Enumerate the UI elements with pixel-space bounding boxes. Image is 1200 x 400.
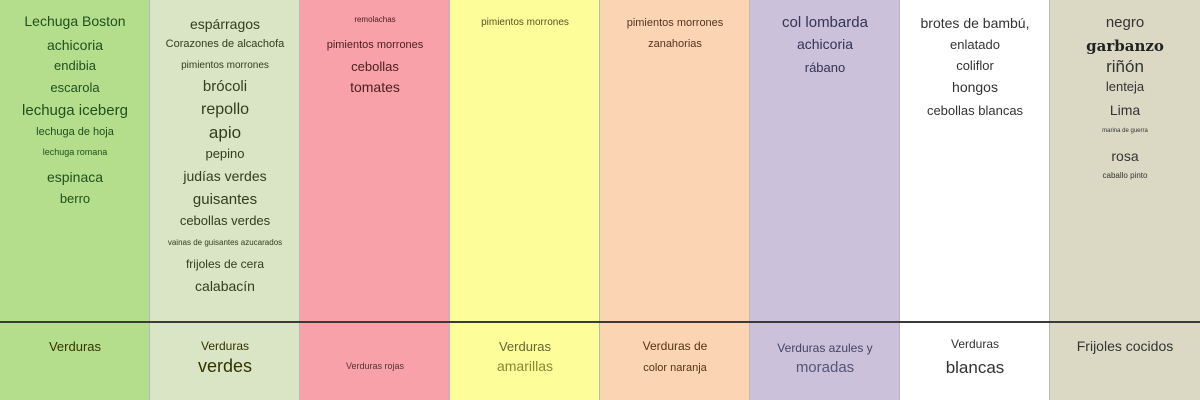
list-item: brócoli bbox=[202, 77, 248, 95]
list-item: frijoles de cera bbox=[185, 257, 265, 271]
column-yellow: pimientos morrones Verduras amarillas bbox=[450, 0, 600, 400]
column-greens-light: Lechuga Boston achicoria endibia escarola le… bbox=[0, 0, 150, 400]
list-item: espinaca bbox=[46, 169, 104, 185]
category-label: Verduras rojas bbox=[300, 323, 450, 400]
list-item: achicoria bbox=[796, 36, 854, 52]
column-orange: pimientos morrones zanahorias Verduras de c… bbox=[600, 0, 750, 400]
list-item: guisantes bbox=[192, 190, 258, 208]
list-item: pepino bbox=[205, 145, 245, 161]
category-label-line: Verduras azules y bbox=[777, 341, 873, 355]
list-item: vainas de guisantes azucarados bbox=[167, 238, 283, 247]
list-item: col lombarda bbox=[782, 13, 868, 31]
list-item: rábano bbox=[804, 59, 846, 75]
category-label-line: Verduras bbox=[950, 337, 1000, 351]
list-item: enlatado bbox=[950, 36, 1000, 52]
item-list: pimientos morrones bbox=[450, 0, 600, 322]
column-red: remolachas pimientos morrones cebollas toma… bbox=[300, 0, 450, 400]
list-item: tomates bbox=[350, 79, 400, 95]
divider bbox=[600, 321, 750, 323]
list-item: zanahorias bbox=[648, 37, 702, 50]
list-item: pimientos morrones bbox=[181, 60, 269, 71]
divider bbox=[300, 321, 450, 323]
list-item: lechuga de hoja bbox=[36, 125, 114, 138]
list-item: achicoria bbox=[46, 37, 104, 53]
column-beans: negro garbanzo riñón lenteja Lima marina de g… bbox=[1050, 0, 1200, 400]
category-label-line: blancas bbox=[945, 357, 1005, 377]
column-white: brotes de bambú, enlatado coliflor hongos ce… bbox=[900, 0, 1050, 400]
list-item: espárragos bbox=[189, 16, 261, 32]
category-label-line: verdes bbox=[197, 356, 253, 376]
list-item: lechuga romana bbox=[42, 146, 108, 157]
list-item: endibia bbox=[54, 57, 96, 73]
list-item: caballo pinto bbox=[1102, 171, 1148, 180]
category-label-line: Verduras bbox=[498, 338, 552, 354]
list-item: pimientos morrones bbox=[326, 38, 424, 51]
divider bbox=[900, 321, 1050, 323]
category-label: Frijoles cocidos bbox=[1050, 323, 1200, 400]
list-item: pimientos morrones bbox=[481, 17, 569, 28]
category-label: Verduras bbox=[0, 323, 150, 400]
category-label-line: color naranja bbox=[643, 361, 707, 374]
list-item: Lima bbox=[1109, 102, 1141, 118]
list-item: calabacín bbox=[195, 278, 255, 294]
list-item: brotes de bambú, bbox=[920, 15, 1030, 31]
list-item: negro bbox=[1105, 13, 1145, 31]
list-item: cebollas bbox=[351, 58, 399, 74]
category-label-line: moradas bbox=[795, 358, 855, 376]
divider bbox=[450, 321, 600, 323]
list-item: garbanzo bbox=[1086, 36, 1164, 55]
list-item: lechuga iceberg bbox=[22, 101, 128, 119]
list-item: pimientos morrones bbox=[626, 16, 724, 29]
category-label-line: Verduras de bbox=[642, 339, 708, 353]
list-item: coliflor bbox=[956, 57, 994, 73]
category-label: Verduras de color naranja bbox=[600, 323, 750, 400]
list-item: escarola bbox=[50, 79, 100, 95]
item-list: negro garbanzo riñón lenteja Lima marina de g… bbox=[1050, 0, 1200, 322]
list-item: hongos bbox=[952, 79, 998, 95]
divider bbox=[150, 321, 300, 323]
category-label-line: Verduras bbox=[200, 339, 250, 353]
item-list: espárragos Corazones de alcachofa pimiento… bbox=[150, 0, 300, 322]
category-label: Verduras verdes bbox=[150, 323, 300, 400]
item-list: pimientos morrones zanahorias bbox=[600, 0, 750, 322]
item-list: remolachas pimientos morrones cebollas toma… bbox=[300, 0, 450, 322]
item-list: brotes de bambú, enlatado coliflor hongos ce… bbox=[900, 0, 1050, 322]
column-purple: col lombarda achicoria rábano Verduras azul… bbox=[750, 0, 900, 400]
list-item: cebollas blancas bbox=[926, 102, 1024, 118]
category-label-line: Verduras rojas bbox=[345, 360, 405, 371]
column-greens: espárragos Corazones de alcachofa pimiento… bbox=[150, 0, 300, 400]
list-item: cebollas verdes bbox=[179, 212, 271, 228]
list-item: remolachas bbox=[354, 15, 396, 24]
category-label-line: amarillas bbox=[496, 358, 553, 374]
list-item: lenteja bbox=[1105, 78, 1145, 94]
divider bbox=[750, 321, 900, 323]
category-label: Verduras blancas bbox=[900, 323, 1050, 400]
category-label-line: Frijoles cocidos bbox=[1076, 338, 1174, 354]
list-item: Corazones de alcachofa bbox=[165, 37, 285, 50]
list-item: riñón bbox=[1106, 56, 1144, 76]
list-item: apio bbox=[208, 122, 242, 142]
item-list: col lombarda achicoria rábano bbox=[750, 0, 900, 322]
item-list: Lechuga Boston achicoria endibia escarola le… bbox=[0, 0, 150, 322]
list-item: berro bbox=[59, 190, 91, 206]
divider bbox=[1050, 321, 1200, 323]
category-label: Verduras amarillas bbox=[450, 323, 600, 400]
category-label: Verduras azules y moradas bbox=[750, 323, 900, 400]
list-item: judías verdes bbox=[183, 168, 267, 184]
list-item: Lechuga Boston bbox=[24, 13, 126, 29]
list-item: repollo bbox=[200, 101, 250, 118]
category-label-line: Verduras bbox=[48, 338, 102, 354]
list-item: marina de guerra bbox=[1102, 128, 1148, 134]
list-item: rosa bbox=[1111, 148, 1139, 164]
divider bbox=[0, 321, 150, 323]
